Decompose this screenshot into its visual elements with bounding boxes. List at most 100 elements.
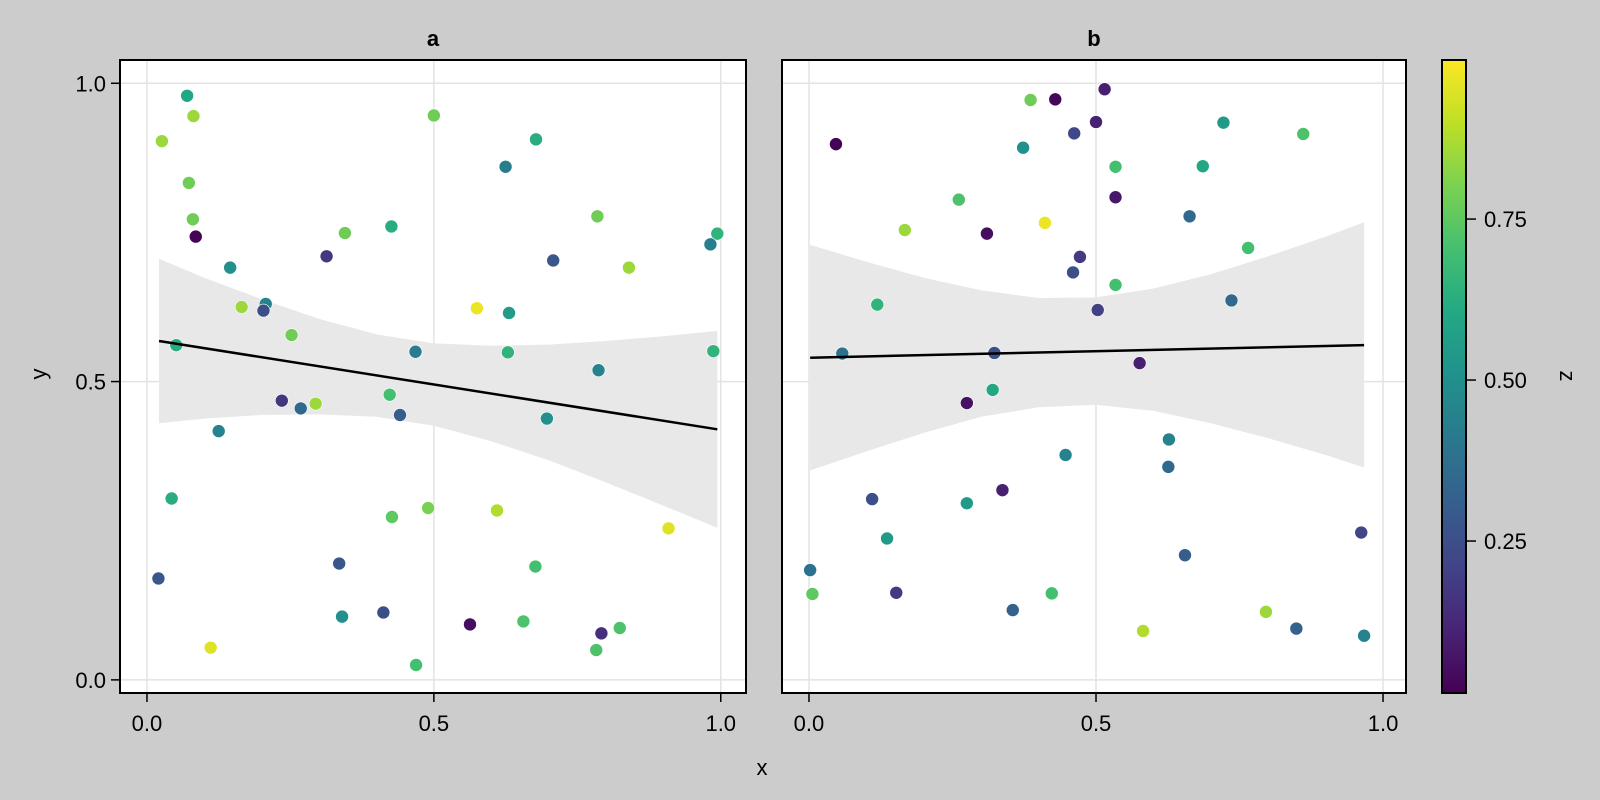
data-point [1224, 293, 1239, 308]
x-tick-label: 1.0 [1368, 711, 1399, 736]
data-point [376, 605, 391, 620]
data-point [1038, 216, 1052, 230]
data-point [421, 501, 435, 515]
data-point [498, 159, 513, 174]
data-point [706, 344, 721, 358]
x-axis-label: x [757, 755, 768, 780]
panel-title: a [427, 26, 440, 51]
data-point [1097, 82, 1112, 97]
data-point [256, 303, 271, 318]
data-point [703, 237, 718, 252]
data-point [985, 383, 1000, 397]
panel-a: 0.0 0.5 1.0 0.0 0.5 1.0 a [75, 26, 747, 736]
data-point [1195, 159, 1210, 173]
data-point [408, 344, 423, 359]
data-point [612, 621, 627, 635]
x-tick-label: 0.0 [794, 711, 825, 736]
data-point [1073, 250, 1087, 264]
data-point [385, 510, 399, 524]
data-point [1089, 115, 1103, 129]
data-point [829, 137, 843, 151]
data-point [960, 496, 974, 511]
data-point [332, 556, 346, 571]
data-point [1108, 190, 1123, 205]
data-point [589, 643, 604, 657]
data-point [1136, 624, 1150, 638]
panel-title: b [1087, 26, 1100, 51]
data-point [211, 424, 226, 438]
regression-line [158, 339, 718, 431]
data-point [490, 503, 504, 518]
x-tick-label: 1.0 [705, 711, 736, 736]
data-point [427, 108, 441, 123]
y-axis-label: y [26, 369, 51, 380]
data-point [188, 229, 203, 244]
data-point [1048, 92, 1063, 107]
colorbar-label: z [1555, 371, 1580, 382]
data-point [529, 132, 543, 147]
colorbar-gradient [1441, 59, 1467, 694]
data-point [622, 260, 636, 275]
y-tick-label: 0.5 [75, 370, 106, 395]
data-point [409, 658, 423, 672]
data-point [980, 226, 994, 241]
data-point [1067, 126, 1081, 141]
data-point [470, 301, 484, 315]
data-point [234, 300, 249, 314]
x-tick-label: 0.5 [1081, 711, 1112, 736]
data-point [275, 393, 289, 408]
data-point [546, 253, 561, 268]
colorbar-tick-label: 0.25 [1484, 529, 1527, 554]
data-point [1357, 628, 1371, 643]
data-point [1216, 115, 1231, 130]
data-point [952, 192, 966, 207]
data-point [1296, 127, 1311, 141]
data-point [151, 571, 166, 586]
data-point [1005, 603, 1020, 617]
data-point [1161, 460, 1176, 474]
colorbar: 0.25 0.50 0.75 [1441, 59, 1527, 694]
data-point [1045, 586, 1059, 601]
data-point [1108, 159, 1123, 174]
data-point [661, 521, 676, 536]
data-point [516, 614, 531, 629]
data-point [164, 491, 179, 506]
confidence-band [810, 222, 1365, 471]
data-point [889, 585, 904, 600]
data-point [319, 249, 334, 264]
data-point [186, 109, 201, 123]
panel-b: 0.0 0.5 1.0 b [781, 26, 1407, 736]
data-point [540, 411, 554, 426]
data-point [501, 345, 515, 360]
data-point [528, 559, 543, 574]
data-point [898, 223, 912, 237]
data-point [393, 408, 407, 422]
data-point [1090, 303, 1105, 317]
data-point [155, 134, 169, 148]
data-point [463, 617, 477, 632]
data-point [1023, 93, 1038, 107]
colorbar-tick-label: 0.75 [1484, 207, 1527, 232]
data-point [590, 209, 605, 224]
regression-line [810, 343, 1365, 359]
data-point [1259, 605, 1273, 619]
data-point [1241, 241, 1255, 255]
x-tick-label: 0.5 [419, 711, 450, 736]
data-point [186, 212, 200, 227]
data-point [1178, 548, 1192, 562]
data-point [1066, 265, 1080, 280]
panels: 0.0 0.5 1.0 0.0 0.5 1.0 a 0.0 0.5 1.0 b [75, 26, 1407, 736]
data-point [223, 260, 237, 275]
data-point [803, 563, 817, 577]
data-point [308, 396, 323, 411]
data-point [1182, 209, 1197, 224]
data-point [995, 483, 1010, 497]
y-tick-label: 0.0 [75, 668, 106, 693]
data-point [1058, 448, 1073, 462]
data-point [1289, 621, 1304, 636]
data-point [180, 88, 194, 103]
data-point [710, 226, 725, 241]
y-tick-label: 1.0 [75, 71, 106, 96]
data-point [865, 492, 879, 506]
